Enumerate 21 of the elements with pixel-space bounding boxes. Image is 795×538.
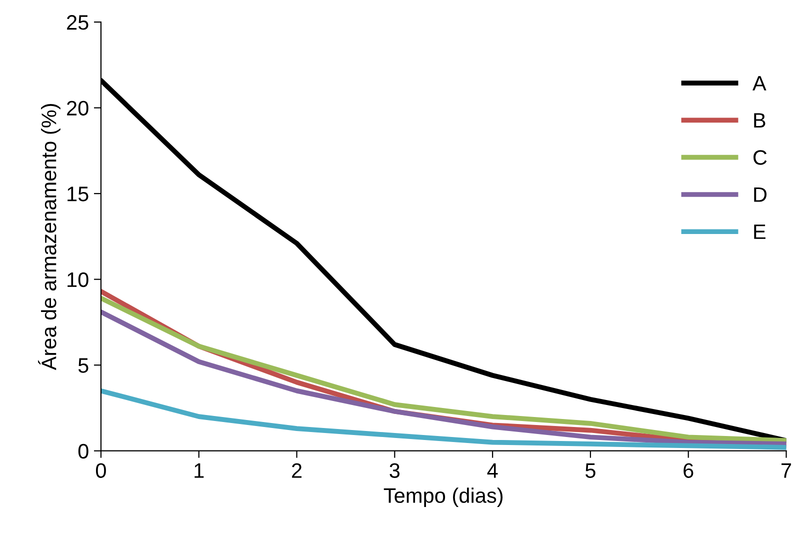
x-tick-label: 2 (292, 463, 302, 478)
y-tick-label: 10 (68, 272, 88, 288)
legend-label: C (754, 150, 767, 165)
y-tick-label: 25 (67, 15, 88, 30)
legend-label: B (754, 113, 766, 128)
x-axis-title: Tempo (dias) (384, 488, 503, 508)
y-tick-label: 5 (78, 358, 88, 373)
x-tick-label: 5 (586, 463, 596, 478)
x-tick-label: 0 (96, 463, 106, 478)
y-tick-label: 0 (78, 444, 88, 459)
x-tick-label: 7 (782, 463, 792, 478)
y-tick-label: 15 (68, 186, 88, 202)
x-tick-label: 6 (684, 463, 694, 478)
y-axis-title: Área de armazenamento (%) (38, 104, 60, 370)
x-tick-label: 1 (194, 463, 204, 478)
x-tick-label: 3 (390, 463, 400, 478)
legend-label: A (752, 76, 766, 90)
y-tick-label: 20 (67, 100, 88, 116)
x-tick-label: 4 (487, 463, 498, 478)
legend-label: E (754, 224, 766, 239)
legend-label: D (754, 187, 767, 202)
